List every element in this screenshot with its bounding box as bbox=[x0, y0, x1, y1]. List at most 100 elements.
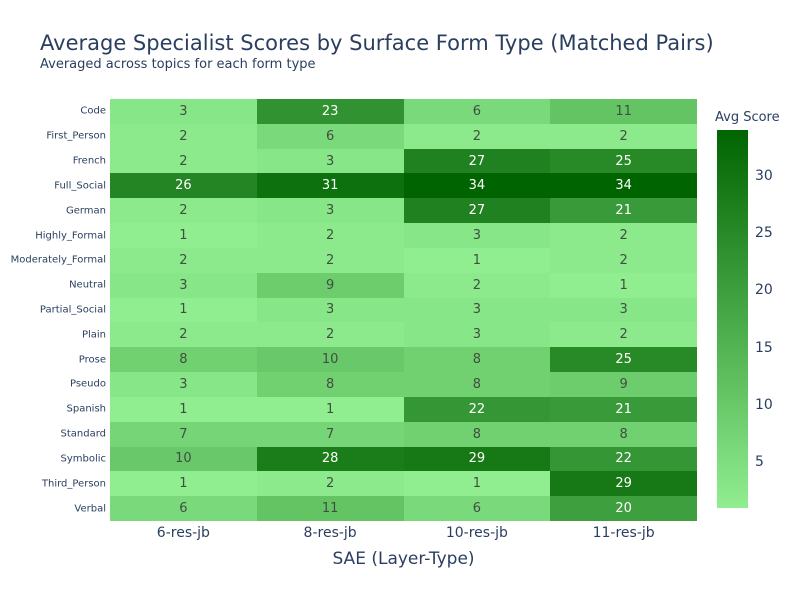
colorbar-tick-label: 30 bbox=[755, 167, 773, 184]
heatmap-cell: 3 bbox=[110, 99, 257, 124]
heatmap-cell: 21 bbox=[550, 396, 697, 422]
heatmap-cell: 1 bbox=[110, 223, 257, 248]
heatmap-cell: 2 bbox=[110, 123, 257, 149]
heatmap-cell: 10 bbox=[256, 347, 404, 373]
heatmap-cell: 3 bbox=[550, 297, 697, 323]
heatmap-cell: 8 bbox=[403, 372, 551, 397]
colorbar-title: Avg Score bbox=[715, 110, 780, 125]
heatmap-cell: 3 bbox=[403, 223, 551, 248]
colorbar bbox=[717, 130, 748, 508]
colorbar-tick-label: 25 bbox=[755, 225, 773, 242]
x-tick-label: 8-res-jb bbox=[303, 525, 357, 541]
heatmap-cell: 11 bbox=[550, 99, 697, 124]
heatmap-cell: 1 bbox=[403, 247, 551, 273]
y-tick-label: French bbox=[72, 155, 106, 167]
heatmap-cell: 27 bbox=[403, 198, 551, 224]
heatmap-cell: 3 bbox=[403, 297, 551, 323]
heatmap-cell: 28 bbox=[256, 446, 404, 472]
heatmap-cell: 6 bbox=[403, 496, 551, 521]
heatmap-cell: 3 bbox=[110, 272, 257, 298]
heatmap-plot-area[interactable]: 3 23 6 11 2 6 2 2 2 3 27 25 26 31 34 34 2 3 27 21 1 2 3 2 2 2 1 2 3 9… bbox=[110, 99, 697, 521]
heatmap-cell: 1 bbox=[110, 297, 257, 323]
heatmap-cell: 2 bbox=[256, 247, 404, 273]
heatmap-cell: 34 bbox=[403, 173, 551, 199]
heatmap-cell: 29 bbox=[550, 471, 697, 497]
heatmap-cell: 23 bbox=[256, 99, 404, 124]
colorbar-tick-label: 10 bbox=[755, 396, 773, 413]
heatmap-cell: 2 bbox=[256, 471, 404, 497]
y-axis: Code First_Person French Full_Social German H… bbox=[0, 99, 106, 521]
heatmap-cell: 7 bbox=[256, 421, 404, 447]
y-tick-label: Plain bbox=[81, 329, 106, 341]
y-tick-label: Third_Person bbox=[41, 478, 106, 490]
heatmap-cell: 1 bbox=[550, 272, 697, 298]
y-tick-label: Verbal bbox=[74, 503, 106, 515]
chart-title: Average Specialist Scores by Surface For… bbox=[40, 31, 714, 55]
heatmap-cell: 6 bbox=[403, 99, 551, 124]
heatmap-cell: 1 bbox=[110, 471, 257, 497]
heatmap-cell: 26 bbox=[110, 173, 257, 199]
heatmap-cell: 2 bbox=[256, 223, 404, 248]
heatmap-cell: 10 bbox=[110, 446, 257, 472]
x-tick-label: 11-res-jb bbox=[592, 525, 655, 541]
heatmap-cell: 2 bbox=[110, 247, 257, 273]
heatmap-cell: 1 bbox=[256, 396, 404, 422]
heatmap-cell: 21 bbox=[550, 198, 697, 224]
y-tick-label: Partial_Social bbox=[39, 304, 106, 316]
heatmap-cell: 8 bbox=[403, 421, 551, 447]
heatmap-cell: 34 bbox=[550, 173, 697, 199]
heatmap-cell: 3 bbox=[403, 322, 551, 348]
heatmap-cell: 20 bbox=[550, 496, 697, 521]
colorbar-tick-label: 5 bbox=[755, 454, 764, 471]
y-tick-label: Prose bbox=[78, 354, 106, 366]
heatmap-cell: 3 bbox=[256, 297, 404, 323]
heatmap-cell: 31 bbox=[256, 173, 404, 199]
heatmap-cell: 22 bbox=[550, 446, 697, 472]
heatmap-cell: 9 bbox=[550, 372, 697, 397]
colorbar-tick-label: 20 bbox=[755, 282, 773, 299]
heatmap-cell: 25 bbox=[550, 347, 697, 373]
heatmap-cell: 29 bbox=[403, 446, 551, 472]
heatmap-cell: 2 bbox=[550, 123, 697, 149]
heatmap-cell: 2 bbox=[110, 322, 257, 348]
y-tick-label: Spanish bbox=[66, 403, 107, 415]
heatmap-grid: 3 23 6 11 2 6 2 2 2 3 27 25 26 31 34 34 2 3 27 21 1 2 3 2 2 2 1 2 3 9… bbox=[110, 99, 697, 521]
heatmap-cell: 2 bbox=[550, 223, 697, 248]
y-tick-label: Standard bbox=[60, 428, 107, 440]
heatmap-cell: 3 bbox=[256, 198, 404, 224]
heatmap-cell: 1 bbox=[403, 471, 551, 497]
heatmap-cell: 2 bbox=[110, 148, 257, 174]
heatmap-cell: 2 bbox=[550, 247, 697, 273]
chart-subtitle: Averaged across topics for each form typ… bbox=[40, 57, 316, 72]
heatmap-cell: 3 bbox=[110, 372, 257, 397]
y-tick-label: Pseudo bbox=[69, 378, 106, 390]
x-axis: 6-res-jb 8-res-jb 10-res-jb 11-res-jb bbox=[110, 525, 697, 545]
heatmap-cell: 11 bbox=[256, 496, 404, 521]
y-tick-label: Symbolic bbox=[60, 453, 106, 465]
heatmap-cell: 25 bbox=[550, 148, 697, 174]
heatmap-cell: 2 bbox=[403, 272, 551, 298]
heatmap-cell: 9 bbox=[256, 272, 404, 298]
y-tick-label: Neutral bbox=[69, 279, 106, 291]
y-tick-label: Full_Social bbox=[54, 180, 106, 192]
x-axis-title: SAE (Layer-Type) bbox=[332, 549, 475, 569]
y-tick-label: German bbox=[65, 205, 106, 217]
heatmap-cell: 8 bbox=[403, 347, 551, 373]
heatmap-cell: 8 bbox=[550, 421, 697, 447]
heatmap-cell: 8 bbox=[256, 372, 404, 397]
colorbar-tick-label: 15 bbox=[755, 339, 773, 356]
heatmap-cell: 2 bbox=[256, 322, 404, 348]
heatmap-cell: 2 bbox=[110, 198, 257, 224]
y-tick-label: Moderately_Formal bbox=[10, 254, 106, 266]
heatmap-cell: 2 bbox=[403, 123, 551, 149]
heatmap-cell: 6 bbox=[110, 496, 257, 521]
x-tick-label: 10-res-jb bbox=[445, 525, 508, 541]
y-tick-label: Highly_Formal bbox=[35, 230, 106, 242]
heatmap-cell: 1 bbox=[110, 396, 257, 422]
heatmap-cell: 6 bbox=[256, 123, 404, 149]
heatmap-cell: 3 bbox=[256, 148, 404, 174]
y-tick-label: Code bbox=[80, 105, 106, 117]
heatmap-cell: 22 bbox=[403, 396, 551, 422]
heatmap-cell: 7 bbox=[110, 421, 257, 447]
